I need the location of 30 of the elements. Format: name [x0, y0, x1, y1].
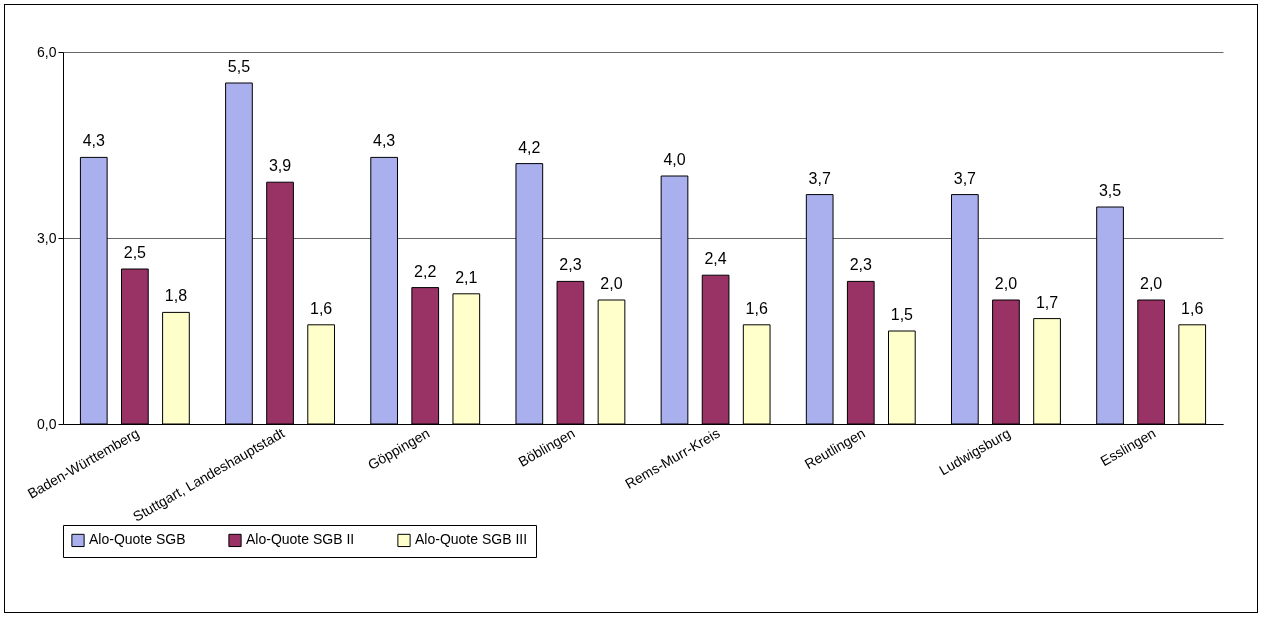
data-label: 2,0	[600, 275, 623, 292]
data-label: 2,4	[704, 250, 727, 268]
data-label: 2,0	[994, 275, 1018, 292]
data-label: 2,5	[123, 244, 147, 261]
data-label: 5,5	[227, 58, 251, 75]
data-label: 4,3	[373, 132, 396, 150]
data-label: 2,3	[559, 256, 582, 274]
data-label: 1,7	[1035, 293, 1059, 311]
legend-label: Alo-Quote SGB	[89, 531, 186, 548]
data-label: 1,6	[1181, 299, 1204, 317]
data-label: 4,2	[518, 138, 541, 156]
data-label: 3,5	[1098, 182, 1122, 199]
data-label: 3,7	[953, 169, 977, 187]
data-label: 2,3	[849, 256, 872, 274]
data-label: 4,3	[82, 132, 105, 150]
data-label: 3,9	[268, 157, 292, 175]
data-label: 1,6	[310, 299, 333, 317]
data-label: 1,6	[745, 299, 768, 317]
data-label: 1,5	[890, 306, 914, 323]
y-tick-label: 3,0	[37, 229, 57, 246]
data-label: 4,0	[663, 151, 686, 168]
legend-label: Alo-Quote SGB III	[415, 531, 528, 548]
y-tick-label: 6,0	[37, 43, 57, 60]
data-label: 2,2	[414, 262, 437, 280]
data-label: 1,8	[164, 287, 188, 305]
legend-label: Alo-Quote SGB II	[246, 531, 355, 548]
data-label: 2,0	[1140, 275, 1163, 292]
data-label: 3,7	[808, 169, 831, 187]
y-tick-label: 0,0	[37, 415, 57, 432]
data-label: 2,1	[455, 268, 478, 286]
